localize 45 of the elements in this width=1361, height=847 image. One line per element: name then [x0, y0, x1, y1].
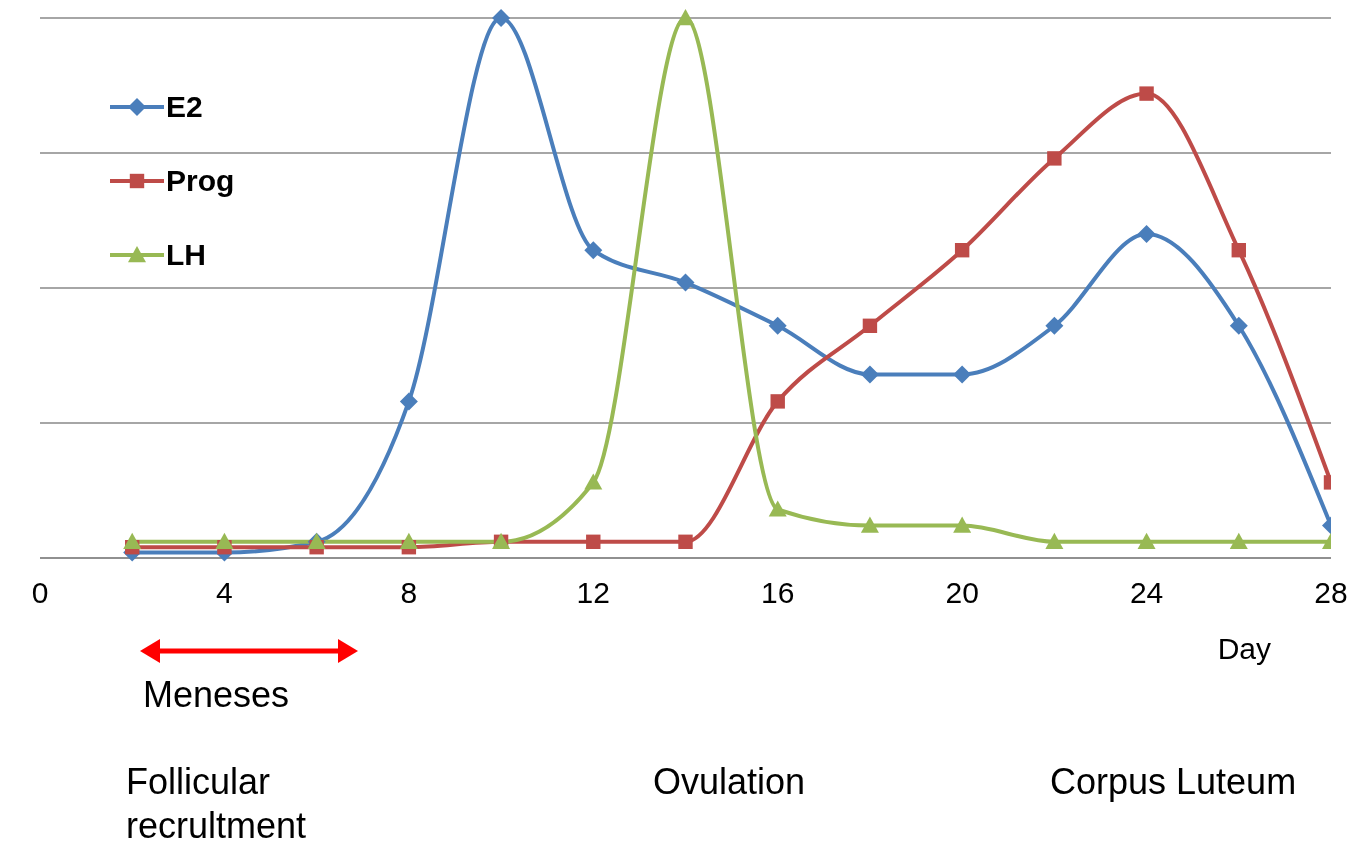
text: Follicular recrultment [126, 760, 308, 847]
point [1229, 316, 1248, 335]
point [123, 532, 142, 549]
point [586, 534, 601, 549]
point [860, 516, 879, 533]
point [770, 394, 785, 409]
point [1045, 316, 1064, 335]
x-tick-label: 0 [31, 576, 49, 610]
x-tick-label: 8 [400, 576, 418, 610]
x-tick-label: 20 [945, 576, 979, 610]
x-tick-label: 28 [1314, 576, 1348, 610]
point [399, 532, 418, 549]
text: Meneses [143, 673, 290, 717]
point [678, 534, 693, 549]
point [1231, 243, 1246, 258]
point [953, 516, 972, 533]
point [1137, 225, 1156, 243]
point [768, 500, 787, 517]
point [1137, 532, 1156, 549]
point [492, 9, 511, 27]
point [584, 241, 603, 260]
point [676, 273, 695, 292]
point [1139, 86, 1154, 101]
legend-label: LH [166, 238, 206, 272]
point [1045, 532, 1064, 549]
x-tick-label: 24 [1129, 576, 1164, 610]
legend-label: Prog [166, 164, 235, 198]
point [860, 365, 879, 384]
text: Ovulation [653, 760, 806, 804]
point [1047, 151, 1062, 166]
point [953, 365, 972, 384]
text: Corpus Luteum [1050, 760, 1297, 804]
point [954, 243, 970, 258]
point [862, 318, 878, 333]
point [768, 316, 787, 335]
x-tick-label: 12 [576, 576, 610, 610]
point [1229, 532, 1248, 549]
point [215, 532, 234, 549]
point [584, 473, 603, 490]
x-axis-title: Day [1217, 632, 1271, 666]
legend-label: E2 [166, 90, 203, 124]
x-tick-label: 16 [761, 576, 795, 610]
x-tick-label: 4 [216, 576, 233, 610]
point [676, 9, 695, 26]
point [399, 392, 418, 411]
